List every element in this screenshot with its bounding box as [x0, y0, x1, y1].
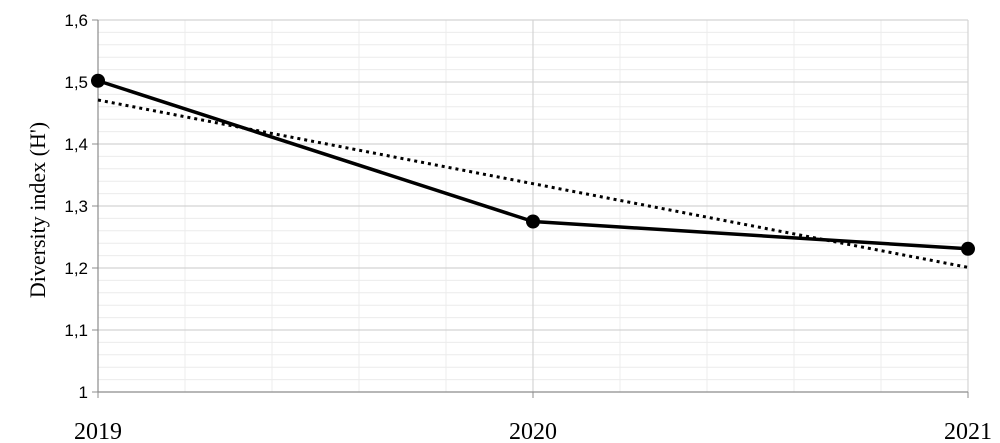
- data-point: [91, 73, 105, 88]
- data-point: [961, 241, 975, 256]
- y-tick-label: 1,3: [64, 197, 88, 216]
- trendline: [97, 98, 969, 269]
- y-tick-label: 1: [79, 383, 88, 402]
- x-tick-label: 2019: [74, 419, 122, 443]
- major-gridlines: [98, 19, 969, 392]
- y-tick-label: 1,4: [64, 135, 88, 154]
- data-point: [526, 214, 540, 229]
- series-layer: [91, 73, 975, 269]
- y-tick-label: 1,1: [64, 321, 88, 340]
- tick-labels: 1 1,1 1,2 1,3 1,4 1,5 1,6 2019 2020 2021: [64, 11, 992, 443]
- y-tick-label: 1,5: [64, 73, 88, 92]
- y-tick-label: 1,2: [64, 259, 88, 278]
- x-tick-label: 2021: [944, 419, 992, 443]
- axes: [92, 19, 969, 398]
- y-axis-label: Diversity index (H'): [25, 122, 50, 298]
- x-tick-label: 2020: [509, 419, 557, 443]
- y-tick-label: 1,6: [64, 11, 88, 30]
